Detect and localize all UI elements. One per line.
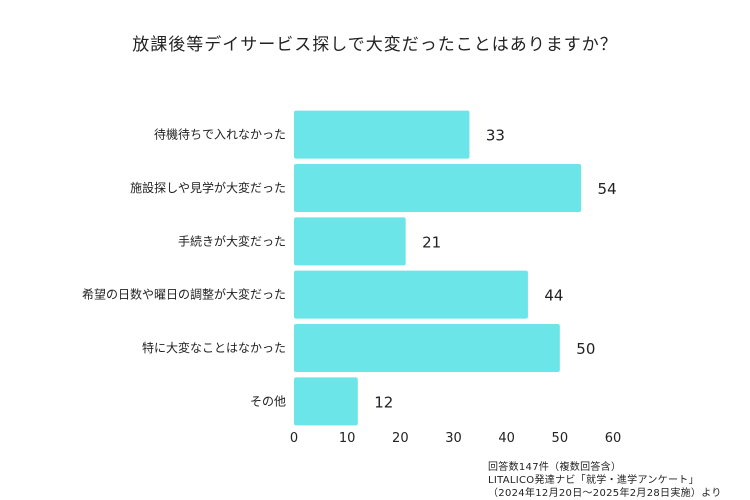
category-label: 待機待ちで入れなかった bbox=[154, 127, 286, 142]
bar bbox=[294, 110, 470, 159]
x-tick-label: 40 bbox=[498, 431, 515, 446]
data-label: 21 bbox=[422, 233, 441, 251]
source-note-survey: LITALICO発達ナビ「就学・進学アンケート」 bbox=[488, 475, 699, 486]
data-label: 33 bbox=[486, 127, 505, 145]
data-label: 44 bbox=[544, 287, 563, 305]
data-label: 12 bbox=[374, 393, 393, 411]
x-tick-label: 10 bbox=[339, 431, 356, 446]
category-label: 希望の日数や曜日の調整が大変だった bbox=[82, 287, 286, 302]
bar bbox=[294, 217, 406, 266]
source-note-period: （2024年12月20日〜2025年2月28日実施）より bbox=[488, 488, 722, 499]
bar bbox=[294, 164, 582, 212]
x-tick-label: 30 bbox=[445, 431, 462, 446]
x-tick-label: 20 bbox=[392, 431, 409, 446]
bar bbox=[294, 270, 528, 319]
x-tick-label: 0 bbox=[290, 431, 298, 446]
bar bbox=[294, 377, 358, 426]
data-label: 50 bbox=[576, 340, 595, 358]
category-label: その他 bbox=[250, 394, 286, 408]
category-label: 手続きが大変だった bbox=[178, 233, 286, 248]
x-tick-label: 50 bbox=[552, 431, 569, 446]
data-label: 54 bbox=[598, 180, 617, 198]
bar bbox=[294, 324, 560, 372]
chart-title: 放課後等デイサービス探しで大変だったことはありますか？ bbox=[132, 35, 618, 55]
x-tick-label: 60 bbox=[605, 431, 622, 446]
source-note-count: 回答数147件（複数回答含） bbox=[488, 462, 622, 473]
category-label: 施設探しや見学が大変だった bbox=[130, 180, 286, 195]
category-label: 特に大変なことはなかった bbox=[142, 340, 286, 355]
